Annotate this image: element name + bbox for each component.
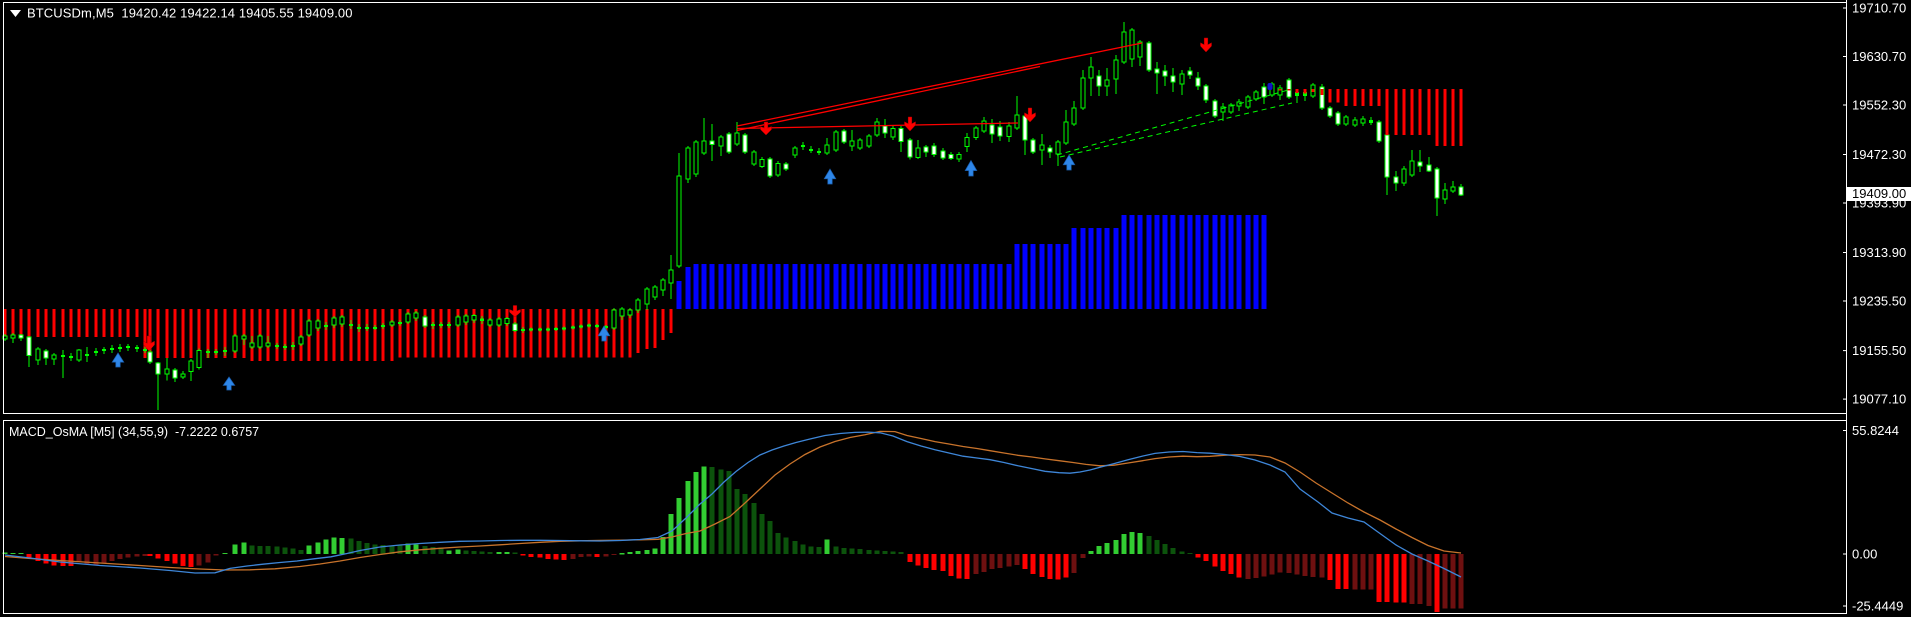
svg-text:19155.50: 19155.50: [1852, 343, 1906, 358]
svg-text:-25.4449: -25.4449: [1852, 599, 1903, 614]
svg-text:19077.10: 19077.10: [1852, 392, 1906, 407]
svg-text:19710.70: 19710.70: [1852, 1, 1906, 16]
svg-text:19313.90: 19313.90: [1852, 245, 1906, 260]
svg-text:19552.30: 19552.30: [1852, 98, 1906, 113]
svg-text:19472.30: 19472.30: [1852, 147, 1906, 162]
svg-text:19630.70: 19630.70: [1852, 49, 1906, 64]
svg-text:19409.00: 19409.00: [1852, 186, 1906, 201]
svg-text:55.8244: 55.8244: [1852, 423, 1899, 438]
svg-text:BTCUSDm,M5 19420.42 19422.14: BTCUSDm,M5 19420.42 19422.14 19405.55 19…: [27, 6, 353, 21]
svg-text:MACD_OsMA [M5] (34,55,9) -7.2: MACD_OsMA [M5] (34,55,9) -7.2222 0.6757: [9, 425, 259, 439]
svg-text:0.00: 0.00: [1852, 547, 1877, 562]
svg-text:19235.50: 19235.50: [1852, 294, 1906, 309]
